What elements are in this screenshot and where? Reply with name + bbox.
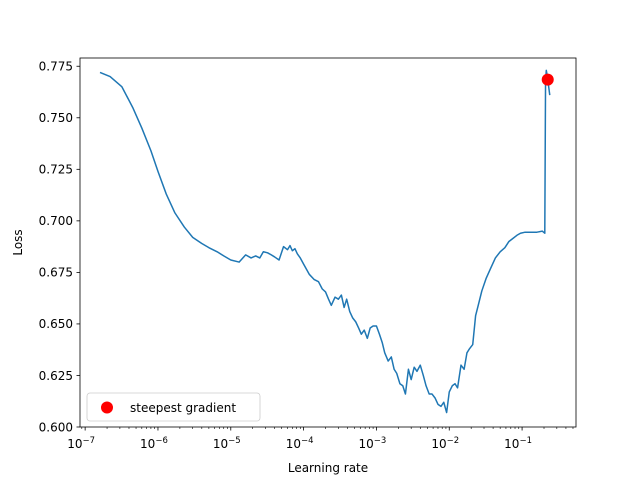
y-tick-label: 0.700 bbox=[39, 214, 73, 228]
legend-marker bbox=[101, 401, 113, 414]
x-tick-label: 10−7 bbox=[67, 436, 95, 451]
y-axis-label: Loss bbox=[11, 229, 25, 255]
y-tick-label: 0.600 bbox=[39, 420, 73, 434]
y-tick-label: 0.775 bbox=[39, 60, 73, 74]
y-tick-label: 0.725 bbox=[39, 163, 73, 177]
loss-line bbox=[99, 69, 551, 414]
y-tick-label: 0.625 bbox=[39, 369, 73, 383]
x-tick-label: 10−1 bbox=[504, 436, 532, 451]
x-axis: 10−7 10−6 10−5 10−4 10−3 10−2 10−1 bbox=[67, 427, 574, 451]
y-tick-label: 0.750 bbox=[39, 111, 73, 125]
x-tick-label: 10−3 bbox=[359, 436, 387, 451]
y-axis: 0.600 0.625 0.650 0.675 0.700 0.725 0.750 0.775 bbox=[39, 60, 80, 434]
plot-area bbox=[99, 69, 554, 414]
marker-layer bbox=[541, 73, 554, 86]
steepest-gradient-point bbox=[541, 73, 554, 86]
legend-box bbox=[86, 392, 261, 422]
x-tick-label: 10−6 bbox=[140, 436, 168, 451]
x-axis-label: Learning rate bbox=[288, 461, 368, 475]
x-tick-label: 10−5 bbox=[213, 436, 241, 451]
series-layer bbox=[99, 69, 551, 414]
y-tick-label: 0.650 bbox=[39, 317, 73, 331]
axes-frame bbox=[79, 57, 577, 428]
legend-label: steepest gradient bbox=[130, 401, 236, 415]
x-tick-label: 10−2 bbox=[431, 436, 459, 451]
x-tick-label: 10−4 bbox=[286, 436, 314, 451]
legend: steepest gradient bbox=[86, 392, 261, 422]
y-tick-label: 0.675 bbox=[39, 266, 73, 280]
